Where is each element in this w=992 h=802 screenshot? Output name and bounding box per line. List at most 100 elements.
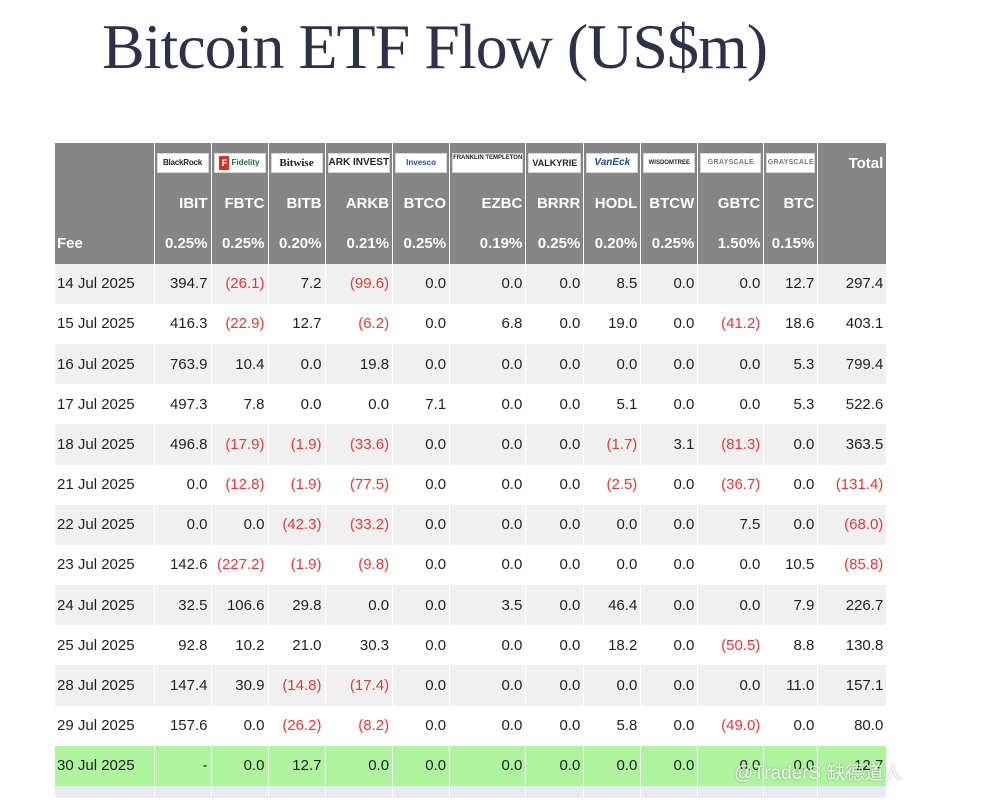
flow-cell: 8.8 <box>763 625 819 666</box>
flow-cell: 0.0 <box>392 745 451 786</box>
flow-cell: 0.0 <box>211 504 269 545</box>
watermark: @TraderS 缺德道人 <box>734 763 903 784</box>
flow-cell: 0.0 <box>449 464 527 505</box>
page-title: Bitcoin ETF Flow (US$m) <box>102 11 768 82</box>
flow-cell: 142.6 <box>154 544 212 586</box>
flow-cell: 5.3 <box>763 343 819 385</box>
empty-cell <box>697 786 765 798</box>
empty-cell <box>583 786 642 798</box>
flow-cell: 19.8 <box>325 343 394 385</box>
date-cell: 15 Jul 2025 <box>55 303 155 344</box>
valkyrie-logo: VALKYRIE <box>528 153 582 174</box>
flow-cell: 11.0 <box>763 665 819 706</box>
flow-cell: 0.0 <box>525 665 585 706</box>
flow-cell: (22.9) <box>211 303 269 344</box>
flow-cell: 10.5 <box>763 544 819 586</box>
empty-cell <box>55 786 155 798</box>
flow-cell: 0.0 <box>697 263 765 304</box>
issuer-logo-cell: Bitwise <box>268 143 326 184</box>
flow-cell: 0.0 <box>392 343 451 385</box>
table-row: 16 Jul 2025 763.9 10.4 0.0 19.8 0.0 0.0 0.0 0.0 0… <box>55 343 888 385</box>
table-row: 28 Jul 2025 147.4 30.9 (14.8) (17.4) 0.0 0.0 0.… <box>55 665 888 706</box>
header-corner-cell <box>55 183 155 224</box>
flow-cell: 0.0 <box>392 705 451 746</box>
flow-cell: 0.0 <box>449 625 527 666</box>
flow-cell: 0.0 <box>640 705 699 746</box>
flow-cell: 394.7 <box>154 263 212 304</box>
flow-cell: (227.2) <box>211 544 269 586</box>
flow-cell: 6.8 <box>449 303 527 344</box>
flow-cell: 147.4 <box>154 665 212 706</box>
franklin-logo: FRANKLIN TEMPLETON <box>452 153 524 174</box>
empty-cell <box>525 786 585 798</box>
flow-cell: (49.0) <box>697 705 765 746</box>
fee-value: 1.50% <box>697 223 765 264</box>
total-cell: (68.0) <box>817 504 888 545</box>
fee-label: Fee <box>55 223 155 264</box>
ticker-header: HODL <box>583 183 642 224</box>
flow-cell: (14.8) <box>268 665 326 706</box>
ticker-header: ARKB <box>325 183 394 224</box>
flow-cell: 0.0 <box>697 585 765 626</box>
flow-cell: 3.1 <box>640 424 699 465</box>
total-cell: 12.7 <box>817 745 888 786</box>
table-body: 14 Jul 2025 394.7 (26.1) 7.2 (99.6) 0.0 0.0 0.0… <box>55 263 888 798</box>
flow-cell: 12.7 <box>268 303 326 344</box>
issuer-logo-cell: ARK INVEST <box>325 143 394 184</box>
flow-cell: 5.1 <box>583 384 642 425</box>
bitwise-logo: Bitwise <box>270 153 323 174</box>
issuer-logo-cell: GRAYSCALE <box>763 143 819 184</box>
flow-cell: 0.0 <box>392 665 451 706</box>
flow-cell: (77.5) <box>325 464 394 505</box>
total-cell: (131.4) <box>817 464 888 505</box>
flow-cell: 0.0 <box>763 424 819 465</box>
empty-cell <box>325 786 394 798</box>
flow-cell: (1.9) <box>268 464 326 505</box>
flow-cell: 7.1 <box>392 384 451 425</box>
flow-cell: 19.0 <box>583 303 642 344</box>
table-header: BlackRock F Fidelity Bitwise ARK INVEST Inves… <box>55 143 888 264</box>
flow-cell: - <box>154 745 212 786</box>
total-cell: 403.1 <box>817 303 888 344</box>
fidelity-logo: F Fidelity <box>213 153 266 174</box>
flow-cell: (8.2) <box>325 705 394 746</box>
fee-value: 0.19% <box>449 223 527 264</box>
issuer-logo-cell: GRAYSCALE <box>697 143 765 184</box>
flow-cell: 0.0 <box>640 625 699 666</box>
flow-cell: 8.5 <box>583 263 642 304</box>
flow-cell: 0.0 <box>392 585 451 626</box>
flow-cell: 0.0 <box>640 665 699 706</box>
ark-logo: ARK INVEST <box>327 153 391 174</box>
ticker-row: IBIT FBTC BITB ARKB BTCO EZBC BRRR HODL BTCW GBTC… <box>55 183 888 224</box>
flow-cell: 18.6 <box>763 303 819 344</box>
flow-cell: 0.0 <box>640 585 699 626</box>
table-row: 23 Jul 2025 142.6 (227.2) (1.9) (9.8) 0.0 0.0 0… <box>55 544 888 586</box>
flow-cell: (42.3) <box>268 504 326 545</box>
flow-cell: 0.0 <box>525 745 585 786</box>
empty-cell <box>640 786 699 798</box>
flow-cell: 30.3 <box>325 625 394 666</box>
flow-cell: 0.0 <box>697 343 765 385</box>
flow-cell: 0.0 <box>449 343 527 385</box>
flow-cell: 0.0 <box>449 384 527 425</box>
total-cell: 130.8 <box>817 625 888 666</box>
flow-cell: (99.6) <box>325 263 394 304</box>
flow-cell: (17.9) <box>211 424 269 465</box>
flow-cell: 0.0 <box>449 424 527 465</box>
fee-value: 0.20% <box>268 223 326 264</box>
flow-cell: 7.5 <box>697 504 765 545</box>
flow-cell: 0.0 <box>449 504 527 545</box>
flow-cell: 0.0 <box>392 625 451 666</box>
flow-cell: 0.0 <box>525 464 585 505</box>
empty-cell <box>449 786 527 798</box>
flow-cell: 0.0 <box>268 343 326 385</box>
flow-cell: 106.6 <box>211 585 269 626</box>
flow-cell: 0.0 <box>392 464 451 505</box>
flow-cell: 10.4 <box>211 343 269 385</box>
issuer-logo-cell: BlackRock <box>154 143 212 184</box>
empty-cell <box>817 786 888 798</box>
flow-cell: 0.0 <box>763 705 819 746</box>
flow-cell: 10.2 <box>211 625 269 666</box>
date-cell: 25 Jul 2025 <box>55 625 155 666</box>
flow-cell: 0.0 <box>268 384 326 425</box>
